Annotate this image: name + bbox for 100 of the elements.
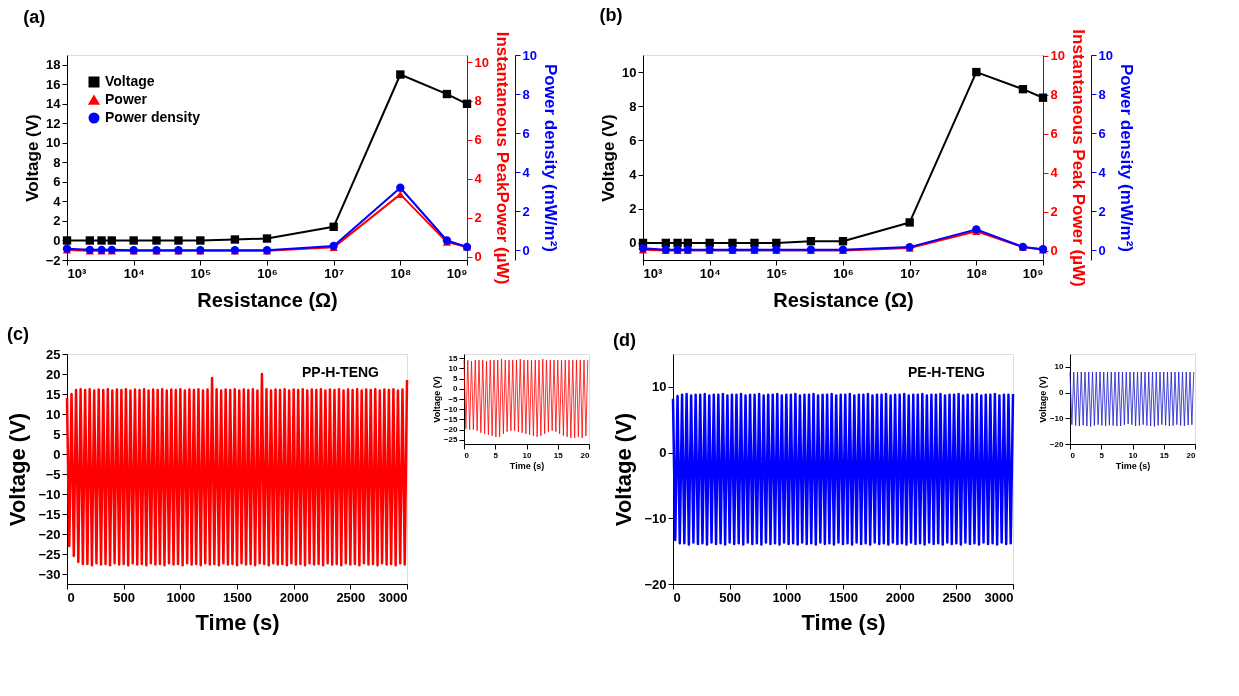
y-axis-title: Voltage (V) bbox=[611, 412, 637, 527]
y-tick-label: −20 bbox=[644, 576, 667, 592]
x-axis-title: Time (s) bbox=[195, 609, 280, 635]
annotation: PE-H-TENG bbox=[908, 364, 986, 380]
y3-tick-label: 2 bbox=[522, 203, 530, 219]
y-tick-label: 20 bbox=[46, 366, 61, 382]
x-tick-label: 0 bbox=[464, 450, 470, 460]
y-tick-label: 25 bbox=[46, 346, 61, 362]
x-axis-title: Resistance (Ω) bbox=[773, 288, 914, 311]
y-tick-label: 14 bbox=[46, 96, 62, 112]
y-tick-label: 6 bbox=[53, 174, 61, 190]
x-tick-label: 10⁷ bbox=[324, 265, 345, 281]
x-tick-label: 10⁹ bbox=[1022, 265, 1044, 281]
x-axis-title: Time (s) bbox=[509, 460, 545, 471]
x-tick-label: 0 bbox=[67, 589, 75, 605]
y2-tick-label: 0 bbox=[474, 249, 482, 265]
x-tick-label: 1000 bbox=[772, 589, 802, 605]
legend-label: Voltage bbox=[105, 73, 155, 89]
x-tick-label: 10⁵ bbox=[766, 265, 788, 281]
y3-tick-label: 8 bbox=[522, 86, 530, 102]
y2-tick-label: 2 bbox=[474, 210, 482, 226]
y3-tick-label: 4 bbox=[1098, 164, 1107, 180]
line-series bbox=[463, 358, 589, 439]
y-tick-label: 15 bbox=[46, 386, 61, 402]
legend-label: Power density bbox=[105, 109, 201, 125]
y3-axis-title: Power density (mW/m²) bbox=[540, 64, 560, 252]
x-tick-label: 20 bbox=[580, 450, 591, 460]
y-tick-label: 0 bbox=[453, 384, 459, 394]
y-tick-label: 18 bbox=[46, 57, 61, 73]
x-tick-label: 2500 bbox=[942, 589, 972, 605]
x-axis-title: Time (s) bbox=[1115, 460, 1151, 471]
y-tick-label: 10 bbox=[622, 64, 637, 80]
x-tick-label: 1500 bbox=[829, 589, 858, 605]
y-tick-label: 10 bbox=[448, 363, 459, 373]
x-tick-label: 500 bbox=[113, 589, 136, 605]
y-tick-label: −5 bbox=[448, 394, 459, 404]
x-tick-label: 1500 bbox=[223, 589, 252, 605]
x-tick-label: 10⁶ bbox=[257, 265, 278, 281]
y-tick-label: 0 bbox=[1059, 388, 1065, 398]
y-tick-label: 4 bbox=[629, 167, 638, 183]
line-series bbox=[1069, 371, 1195, 427]
annotation: PP-H-TENG bbox=[302, 364, 380, 380]
chart-title: (a) bbox=[23, 7, 46, 28]
y3-axis-title: Power density (mW/m²) bbox=[1116, 64, 1136, 252]
x-tick-label: 3000 bbox=[984, 589, 1014, 605]
y3-tick-label: 8 bbox=[1098, 86, 1106, 102]
y-tick-label: −20 bbox=[38, 526, 61, 542]
y2-tick-label: 4 bbox=[474, 171, 483, 187]
line-series bbox=[671, 392, 1015, 546]
y2-axis-title: Instantaneous Peak Power (µW) bbox=[1068, 29, 1088, 287]
y-axis-title: Voltage (V) bbox=[1037, 376, 1048, 423]
y-tick-label: −5 bbox=[45, 466, 61, 482]
x-tick-label: 10⁴ bbox=[699, 265, 721, 281]
chart-title: (b) bbox=[599, 4, 623, 25]
x-tick-label: 10⁸ bbox=[966, 265, 988, 281]
y3-tick-label: 4 bbox=[522, 164, 531, 180]
y-tick-label: −30 bbox=[38, 566, 61, 582]
y-tick-label: 8 bbox=[53, 154, 61, 170]
y2-axis-title: Instantaneous PeakPower (µW) bbox=[492, 31, 512, 285]
y-tick-label: −20 bbox=[1049, 439, 1065, 449]
y-tick-label: 10 bbox=[46, 406, 61, 422]
y-tick-label: −15 bbox=[38, 506, 61, 522]
y-tick-label: 10 bbox=[1054, 362, 1065, 372]
x-tick-label: 500 bbox=[719, 589, 742, 605]
x-tick-label: 10⁶ bbox=[833, 265, 854, 281]
y-tick-label: 2 bbox=[629, 201, 637, 217]
y-tick-label: −10 bbox=[644, 510, 667, 526]
y3-tick-label: 10 bbox=[1098, 47, 1113, 63]
y3-tick-label: 2 bbox=[1098, 203, 1106, 219]
x-tick-label: 10⁵ bbox=[190, 265, 212, 281]
y-tick-label: −20 bbox=[443, 425, 459, 435]
legend-label: Power bbox=[105, 91, 148, 107]
x-tick-label: 5 bbox=[493, 450, 499, 460]
chart-title: (d) bbox=[612, 330, 636, 350]
x-tick-label: 0 bbox=[673, 589, 681, 605]
x-tick-label: 10⁹ bbox=[446, 265, 468, 281]
chart-title: (c) bbox=[6, 324, 29, 344]
y-axis-title: Voltage (V) bbox=[599, 114, 619, 202]
x-axis-title: Time (s) bbox=[801, 609, 886, 635]
y3-tick-label: 6 bbox=[522, 125, 530, 141]
y-tick-label: 10 bbox=[652, 379, 667, 395]
y3-tick-label: 0 bbox=[1098, 242, 1106, 258]
y-tick-label: −10 bbox=[443, 404, 459, 414]
y-tick-label: 15 bbox=[448, 353, 459, 363]
y-tick-label: 0 bbox=[629, 235, 637, 251]
x-tick-label: 10⁴ bbox=[123, 265, 145, 281]
y3-tick-label: 6 bbox=[1098, 125, 1106, 141]
y-axis-title: Voltage (V) bbox=[22, 114, 42, 202]
x-tick-label: 2500 bbox=[336, 589, 366, 605]
y-tick-label: −10 bbox=[38, 486, 61, 502]
y2-tick-label: 8 bbox=[474, 93, 482, 109]
x-tick-label: 15 bbox=[1159, 450, 1170, 460]
y-tick-label: 2 bbox=[53, 213, 61, 229]
y2-tick-label: 10 bbox=[474, 54, 489, 70]
y-tick-label: −10 bbox=[1049, 413, 1065, 423]
x-tick-label: 0 bbox=[1070, 450, 1076, 460]
y-tick-label: −2 bbox=[45, 252, 61, 268]
x-tick-label: 10³ bbox=[643, 265, 663, 281]
y-tick-label: −25 bbox=[443, 435, 459, 445]
x-axis-title: Resistance (Ω) bbox=[197, 288, 338, 311]
